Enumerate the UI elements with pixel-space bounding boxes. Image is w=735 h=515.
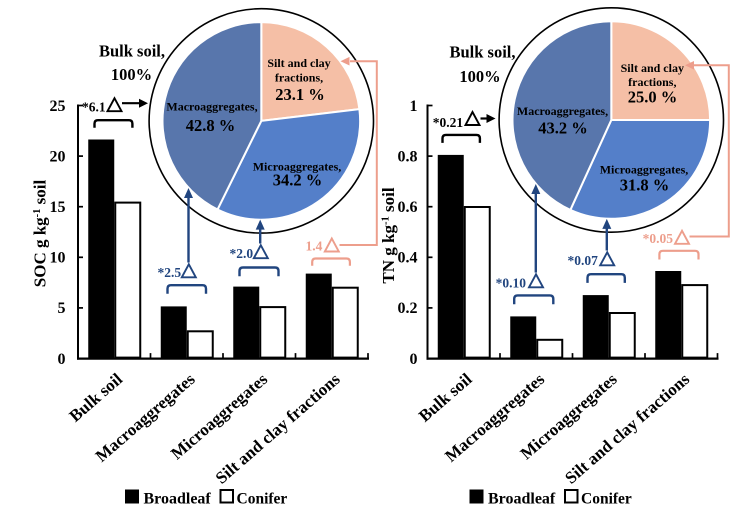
- svg-text:10: 10: [50, 250, 66, 267]
- svg-text:100%: 100%: [111, 65, 152, 84]
- svg-text:Broadleaf: Broadleaf: [144, 491, 212, 508]
- svg-text:0: 0: [58, 351, 66, 368]
- svg-text:25: 25: [50, 98, 66, 115]
- svg-text:43.2 %: 43.2 %: [538, 118, 588, 137]
- svg-text:0.4: 0.4: [398, 250, 418, 267]
- svg-text:0.6: 0.6: [398, 199, 418, 216]
- svg-text:*0.10: *0.10: [496, 275, 527, 290]
- svg-text:42.8 %: 42.8 %: [186, 116, 236, 135]
- svg-text:5: 5: [58, 300, 66, 317]
- svg-text:34.2 %: 34.2 %: [273, 171, 323, 190]
- svg-text:31.8 %: 31.8 %: [620, 175, 670, 194]
- svg-text:0.2: 0.2: [398, 300, 418, 317]
- svg-text:fractions,: fractions,: [628, 75, 676, 89]
- svg-text:15: 15: [50, 199, 66, 216]
- svg-text:Macroaggregates,: Macroaggregates,: [166, 100, 257, 114]
- svg-text:Bulk soil,: Bulk soil,: [449, 43, 515, 62]
- svg-text:Bulk soil,: Bulk soil,: [99, 42, 165, 61]
- svg-text:TN g kg-1 soil: TN g kg-1 soil: [379, 187, 398, 283]
- svg-text:*6.1: *6.1: [82, 99, 106, 114]
- svg-text:Conifer: Conifer: [581, 491, 632, 508]
- svg-text:*0.07: *0.07: [568, 253, 599, 268]
- svg-text:Microaggregates,: Microaggregates,: [253, 159, 342, 173]
- svg-text:Macroaggregates,: Macroaggregates,: [517, 104, 608, 118]
- svg-text:25.0 %: 25.0 %: [628, 88, 678, 107]
- svg-text:23.1 %: 23.1 %: [275, 85, 325, 104]
- svg-text:*2.0: *2.0: [230, 246, 254, 261]
- svg-text:SOC g kg-1 soil: SOC g kg-1 soil: [31, 179, 50, 287]
- svg-text:0.8: 0.8: [398, 148, 418, 165]
- svg-text:100%: 100%: [459, 67, 500, 86]
- svg-text:20: 20: [50, 148, 66, 165]
- svg-text:*0.05: *0.05: [643, 231, 674, 246]
- svg-text:Broadleaf: Broadleaf: [488, 491, 556, 508]
- svg-text:Conifer: Conifer: [237, 491, 288, 508]
- svg-text:*2.5: *2.5: [158, 265, 182, 280]
- svg-text:1.4: 1.4: [306, 238, 323, 253]
- svg-text:Silt and clay: Silt and clay: [267, 56, 330, 70]
- svg-text:Silt and clay: Silt and clay: [621, 61, 684, 75]
- svg-text:Microaggregates,: Microaggregates,: [600, 162, 689, 176]
- svg-text:fractions,: fractions,: [275, 71, 323, 85]
- svg-text:0: 0: [410, 351, 418, 368]
- svg-text:1: 1: [410, 98, 418, 115]
- svg-text:*0.21: *0.21: [433, 115, 464, 130]
